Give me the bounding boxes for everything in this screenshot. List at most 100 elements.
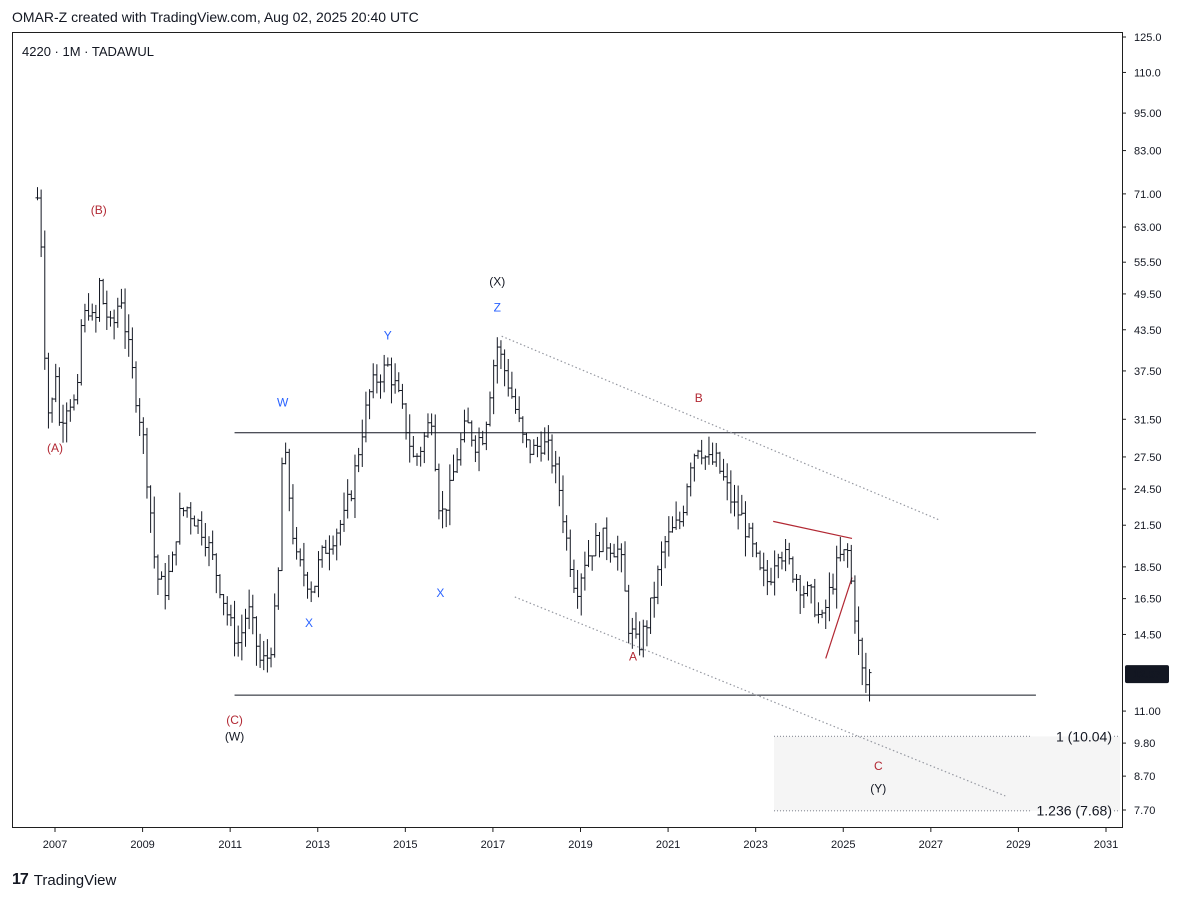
ohlc-bar [166, 554, 171, 601]
ohlc-bar [367, 389, 372, 420]
ohlc-bar [82, 303, 87, 333]
price-axis-label: 14.50 [1134, 629, 1162, 641]
ohlc-bar [232, 600, 237, 657]
ohlc-bar [863, 652, 868, 693]
ohlc-bar [509, 371, 514, 399]
ohlc-bar [458, 432, 463, 466]
ohlc-bar [849, 544, 854, 585]
ohlc-bar [108, 310, 113, 327]
ohlc-bar [57, 367, 62, 426]
ohlc-bar [462, 409, 467, 443]
ohlc-bar [779, 551, 784, 570]
ohlc-bar [155, 554, 160, 595]
ohlc-bar [371, 363, 376, 399]
ohlc-bar [177, 492, 182, 545]
ohlc-bar [39, 189, 44, 258]
ohlc-bar [334, 528, 339, 561]
ohlc-bar [506, 358, 511, 397]
price-axis-label: 16.50 [1134, 594, 1162, 606]
ohlc-bar [776, 553, 781, 579]
ohlc-bar [681, 505, 686, 527]
ohlc-bar [790, 556, 795, 583]
ohlc-bar [440, 490, 445, 529]
ohlc-bar [531, 439, 536, 455]
ohlc-bar [400, 383, 405, 409]
ohlc-bar [115, 297, 120, 328]
ohlc-bar [101, 278, 106, 305]
ohlc-bar [670, 516, 675, 533]
ohlc-bar [312, 585, 317, 594]
ohlc-bar [845, 543, 850, 568]
ohlc-bar [477, 427, 482, 472]
ohlc-bar [575, 569, 580, 609]
ohlc-bar [327, 535, 332, 571]
chart-frame [12, 32, 1122, 828]
ohlc-bar [633, 612, 638, 639]
ohlc-bar [834, 545, 839, 609]
ohlc-bar [279, 457, 284, 572]
ohlc-bar [385, 357, 390, 367]
ohlc-bar [513, 388, 518, 414]
wave-labels-layer: (B) (A) (C) (W) W X Y X Z (X) B A C (Y) [47, 203, 886, 795]
ohlc-bar [53, 363, 58, 403]
ohlc-bar [42, 230, 47, 370]
ohlc-bar [659, 541, 664, 586]
ohlc-bar [287, 448, 292, 512]
ohlc-bar [608, 543, 613, 563]
ohlc-bar [455, 448, 460, 473]
wave-label: (X) [489, 275, 505, 289]
price-axis-label: 95.00 [1134, 108, 1162, 120]
ohlc-bar [451, 454, 456, 481]
ohlc-bar [64, 402, 69, 443]
ohlc-bar [623, 541, 628, 592]
ohlc-bar [820, 609, 825, 619]
time-axis-label: 2025 [831, 839, 855, 851]
ohlc-bar [433, 414, 438, 472]
price-axis-label: 8.70 [1134, 771, 1155, 783]
ohlc-bar [696, 449, 701, 459]
wave-label: Y [384, 328, 392, 342]
ohlc-bar [338, 519, 343, 546]
ohlc-bar [721, 458, 726, 481]
ohlc-bar [542, 427, 547, 455]
ohlc-bar [75, 373, 80, 405]
ohlc-bar [703, 455, 708, 470]
ohlc-bar [331, 535, 336, 555]
ohlc-bar [765, 559, 770, 596]
ohlc-bar [342, 492, 347, 532]
ohlc-bar [644, 620, 649, 647]
ohlc-bar [363, 391, 368, 443]
price-axis-label: 18.50 [1134, 562, 1162, 574]
ohlc-bar [389, 357, 394, 404]
fib-level-label: 1.236 (7.68) [1037, 803, 1113, 819]
ohlc-bar [163, 563, 168, 610]
ohlc-bar [568, 529, 573, 577]
price-axis-label: 9.80 [1134, 738, 1155, 750]
time-axis-label: 2013 [306, 839, 330, 851]
ohlc-bar [148, 485, 153, 533]
ohlc-bar [743, 501, 748, 557]
wave-label: A [629, 650, 637, 664]
ohlc-bar [50, 397, 55, 423]
ohlc-bar [674, 501, 679, 530]
ohlc-bar [648, 597, 653, 634]
ohlc-bar [378, 374, 383, 399]
tradingview-logo[interactable]: 17 TradingView [12, 871, 116, 889]
ohlc-bar [192, 515, 197, 527]
price-axis-label: 55.50 [1134, 257, 1162, 269]
ohlc-bar [812, 578, 817, 618]
ohlc-bar [586, 540, 591, 568]
ohlc-bar [185, 506, 190, 518]
ohlc-bar [356, 447, 361, 473]
price-axis-label: 31.50 [1134, 414, 1162, 426]
ohlc-bar [736, 485, 741, 530]
ohlc-bar [210, 530, 215, 560]
time-axis-label: 2029 [1006, 839, 1030, 851]
ohlc-bar [473, 435, 478, 463]
ohlc-bar [809, 584, 814, 604]
ohlc-bar [571, 559, 576, 593]
price-axis-divider [1122, 32, 1123, 828]
ohlc-bar [137, 398, 142, 436]
ohlc-bar [188, 502, 193, 535]
